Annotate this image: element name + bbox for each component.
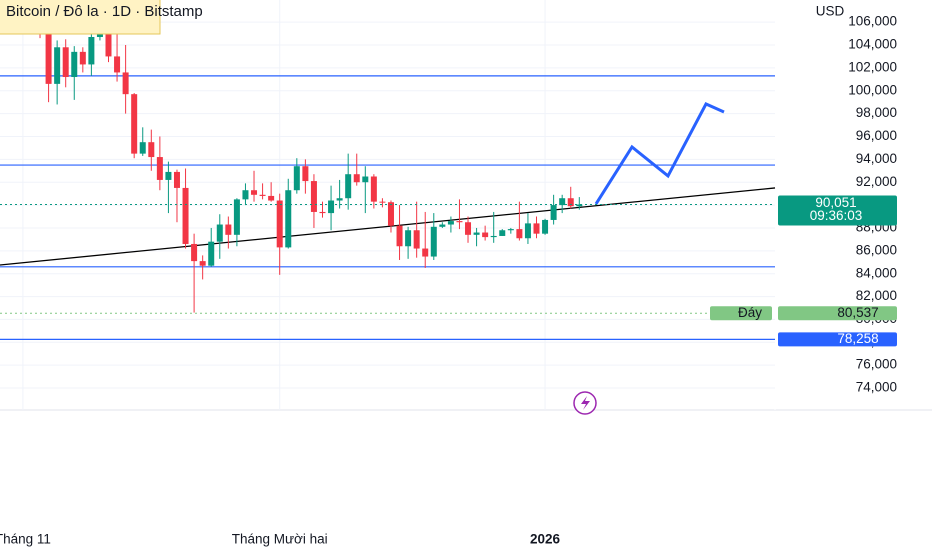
candle-body [413,230,420,249]
candle-body [430,226,437,257]
candle-body [387,202,394,226]
candle-body [542,219,549,234]
candle-body [225,224,232,235]
candle-body [465,222,472,235]
candle-body [362,176,369,183]
y-tick-label: 100,000 [848,82,897,97]
level-label-box [778,332,897,347]
candle-body [173,171,180,188]
y-tick-label: 94,000 [856,151,897,166]
chart-title: Bitcoin / Đô la · 1D · Bitstamp [6,3,203,20]
candle-body [45,33,52,84]
projection-path [594,102,725,205]
candle-body [139,142,146,154]
candle-body [422,248,429,257]
low-name-box [710,306,772,321]
y-tick-label: 84,000 [856,265,897,280]
candle-body [276,200,283,248]
title-box [0,0,161,35]
candle-body [490,235,497,238]
candle-body [379,201,386,203]
candle-body [251,190,258,195]
candle-body [345,174,352,199]
candle-body [302,166,309,182]
candle-body [114,56,121,73]
candle-body [516,229,523,239]
candle-body [328,200,335,214]
candle-body [268,195,275,201]
candle-body [550,205,557,220]
candle-body [370,176,377,202]
candle-body [285,190,292,248]
low-name: Đáy [738,305,762,320]
candle-body [233,199,240,235]
x-tick-label: 2026 [530,532,561,547]
y-tick-label: 92,000 [856,174,897,189]
trendline [0,187,776,266]
low-price: 80,537 [837,305,878,320]
candle-body [499,230,506,236]
countdown-label: 09:36:03 [810,208,863,223]
y-tick-label: 82,000 [856,288,897,303]
candle-body [396,225,403,247]
level-label: 78,258 [837,331,878,346]
candle-body [482,232,489,238]
candle-body [456,221,463,223]
candle-body [319,211,326,214]
y-tick-label: 76,000 [856,357,897,372]
candle-body [54,47,61,84]
candle-body [559,198,566,206]
y-tick-label: 106,000 [848,14,897,29]
x-tick-label: Tháng Mười hai [232,532,328,547]
candle-body [165,171,172,180]
candle-body [242,190,249,200]
candle-body [533,223,540,234]
candle-body [71,51,78,78]
candle-body [208,241,215,266]
candle-body [122,72,129,95]
candle-body [310,181,317,212]
candle-body [259,194,266,196]
y-tick-label: 98,000 [856,105,897,120]
y-tick-label: 102,000 [848,59,897,74]
last-price-label: 90,051 [815,195,856,210]
candle-body [473,232,480,235]
candle-body [199,261,206,266]
candle-body [131,94,138,154]
last-price-box [778,195,897,226]
candle-body [447,221,454,225]
candle-body [405,230,412,247]
low-price-box [778,306,897,321]
y-tick-label: 86,000 [856,242,897,257]
candle-body [88,36,95,65]
candle-body [567,198,574,207]
candle-body [148,142,155,158]
candle-body [156,157,163,180]
candle-body [507,229,514,231]
candle-body [105,22,112,57]
candle-body [182,187,189,244]
candle-body [576,204,583,207]
event-icon-bolt [581,396,590,410]
candle-body [79,51,86,65]
candle-body [336,198,343,201]
candle-body [439,224,446,227]
x-tick-label: Tháng 11 [0,532,51,547]
candle-body [191,243,198,262]
candle-body [524,223,531,239]
y-tick-label: 96,000 [856,128,897,143]
y-tick-label: 74,000 [856,380,897,395]
candle-body [353,174,360,183]
candle-body [62,47,69,78]
candle-body [216,224,223,242]
candle-body [293,166,300,191]
y-tick-label: 104,000 [848,37,897,52]
currency-label: USD [816,4,845,19]
